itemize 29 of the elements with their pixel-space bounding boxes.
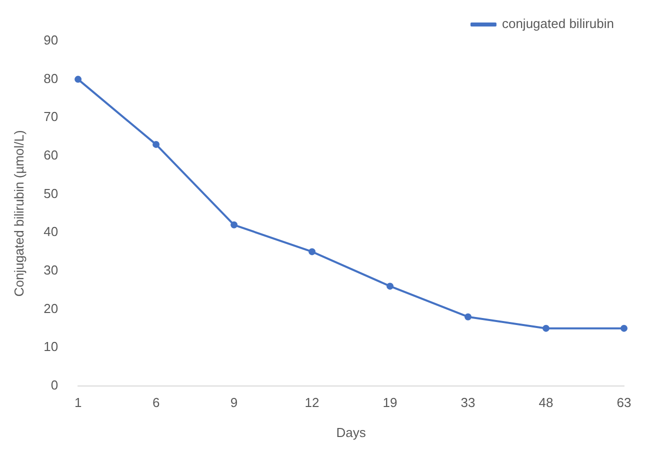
point <box>74 76 82 83</box>
legend-label: conjugated bilirubin <box>502 16 614 32</box>
y-tick-label: 10 <box>44 339 58 354</box>
point <box>308 248 316 256</box>
y-tick-label: 30 <box>44 262 58 278</box>
point <box>464 313 472 320</box>
y-tick-label: 90 <box>44 32 58 48</box>
y-tick-label: 60 <box>44 148 58 163</box>
x-tick-label: 33 <box>460 395 476 410</box>
point <box>152 140 160 148</box>
point <box>542 324 550 332</box>
y-tick-label: 40 <box>44 224 58 240</box>
x-tick-label: 19 <box>382 395 398 410</box>
x-tick-label: 6 <box>152 395 160 410</box>
y-tick-label: 80 <box>44 70 58 86</box>
y-axis-title: Conjugated bilirubin (µmol/L) <box>11 130 26 297</box>
point <box>620 324 628 332</box>
point <box>230 221 238 228</box>
x-tick-label: 1 <box>74 395 82 410</box>
x-tick-label: 63 <box>616 395 632 410</box>
x-tick-label: 12 <box>304 395 320 410</box>
x-tick-label: 9 <box>230 395 238 410</box>
y-tick-label: 70 <box>44 109 58 124</box>
x-axis-title: Days <box>336 424 366 440</box>
y-tick-label: 20 <box>44 300 58 316</box>
y-tick-label: 0 <box>50 377 58 392</box>
x-tick-label: 48 <box>538 395 554 410</box>
y-tick-label: 50 <box>44 186 58 201</box>
point <box>386 282 394 290</box>
